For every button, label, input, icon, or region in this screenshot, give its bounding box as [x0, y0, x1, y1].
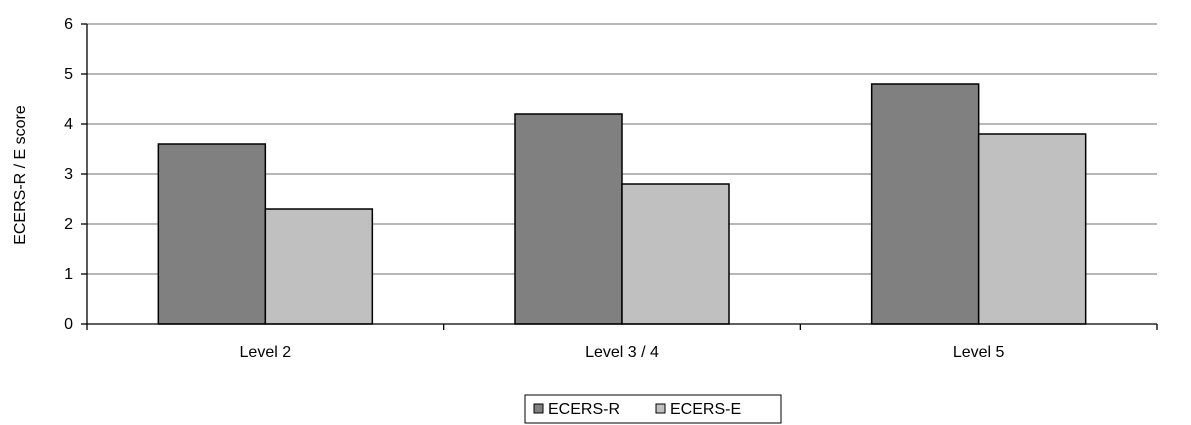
y-tick-label: 1	[64, 266, 73, 283]
bar-ecers-r-1	[157, 143, 267, 325]
bar-ecers-e-2	[621, 183, 730, 325]
y-tick-label: 3	[64, 166, 73, 183]
bar-ecers-e-1	[264, 208, 374, 325]
legend-label-ecers-e: ECERS-E	[670, 401, 741, 418]
y-axis-title: ECERS-R / E score	[12, 105, 29, 245]
bar-ecers-r-2	[514, 113, 623, 325]
x-tick-label: Level 3 / 4	[585, 344, 659, 361]
y-tick-label: 0	[64, 316, 73, 333]
y-tick-label: 5	[64, 66, 73, 83]
legend: ECERS-R ECERS-E	[524, 394, 782, 424]
axes: 0 1 2 3 4 5 6 Level 2 Level 3 / 4 Level 5	[64, 16, 1158, 361]
legend-swatch-ecers-r	[533, 403, 544, 414]
legend-swatch-ecers-e	[655, 403, 666, 414]
y-tick-label: 6	[64, 16, 73, 33]
legend-label-ecers-r: ECERS-R	[548, 401, 620, 418]
bar-ecers-e-3	[977, 133, 1087, 325]
bars	[157, 83, 1087, 325]
bar-ecers-r-3	[870, 83, 980, 325]
x-tick-label: Level 2	[240, 344, 292, 361]
x-tick-label: Level 5	[953, 344, 1005, 361]
legend-box	[524, 394, 782, 424]
y-tick-label: 4	[64, 116, 73, 133]
y-tick-label: 2	[64, 216, 73, 233]
